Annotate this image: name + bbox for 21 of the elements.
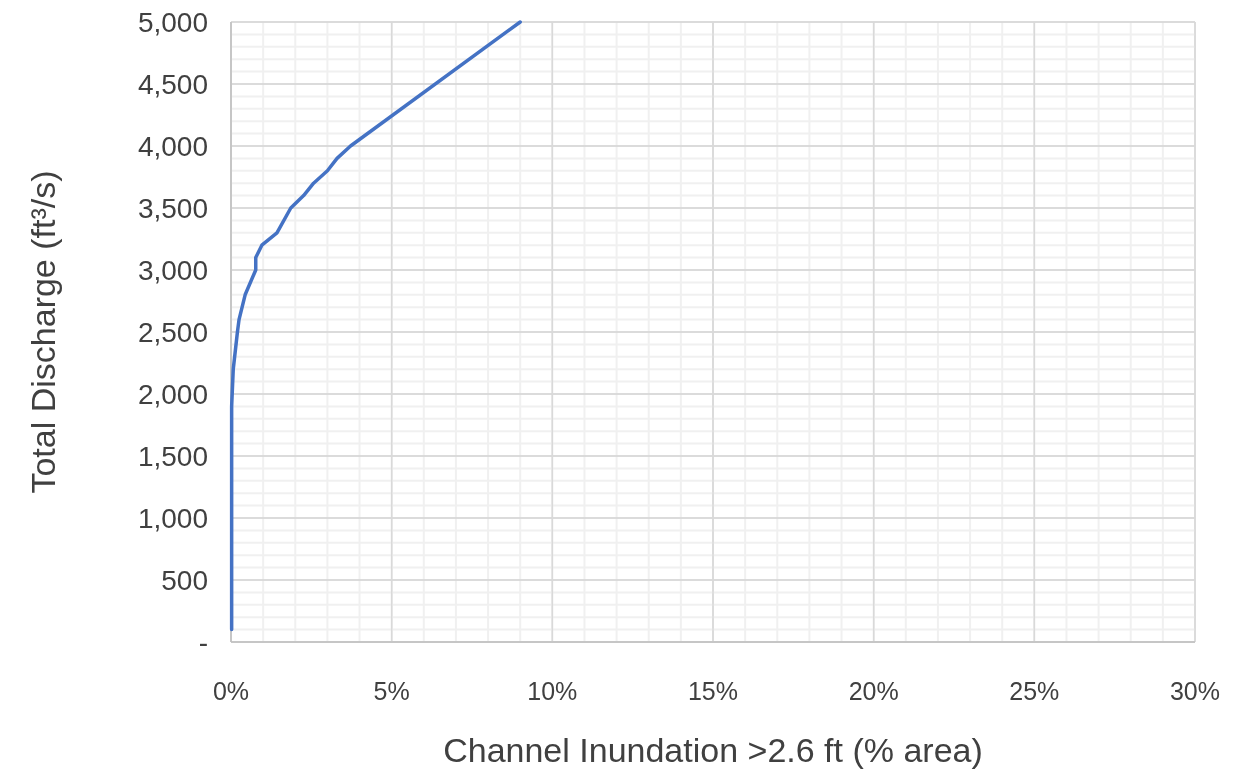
y-tick-label: 1,000 xyxy=(137,502,208,534)
x-axis-title: Channel Inundation >2.6 ft (% area) xyxy=(443,731,983,769)
x-tick-label: 20% xyxy=(848,677,899,705)
y-tick-label: 4,000 xyxy=(137,130,208,162)
x-tick-label: 25% xyxy=(1009,677,1060,705)
y-tick-label: - xyxy=(198,626,208,658)
y-tick-label: 500 xyxy=(161,564,208,596)
y-tick-label: 3,000 xyxy=(137,254,208,286)
line-series xyxy=(229,20,522,632)
y-tick-label: 1,500 xyxy=(137,440,208,472)
x-tick-label: 30% xyxy=(1169,677,1221,705)
y-tick-label: 2,000 xyxy=(137,378,208,410)
y-tick-label: 5,000 xyxy=(137,6,208,38)
x-tick-label: 10% xyxy=(527,677,578,705)
y-axis-title: Total Discharge (ft³/s) xyxy=(24,170,62,494)
x-tick-label: 0% xyxy=(212,677,250,705)
y-tick-label: 2,500 xyxy=(137,316,208,348)
x-tick-label: 15% xyxy=(687,677,739,705)
y-tick-label: 4,500 xyxy=(137,68,208,100)
y-tick-label: 3,500 xyxy=(137,192,208,224)
x-tick-label: 5% xyxy=(373,677,410,705)
